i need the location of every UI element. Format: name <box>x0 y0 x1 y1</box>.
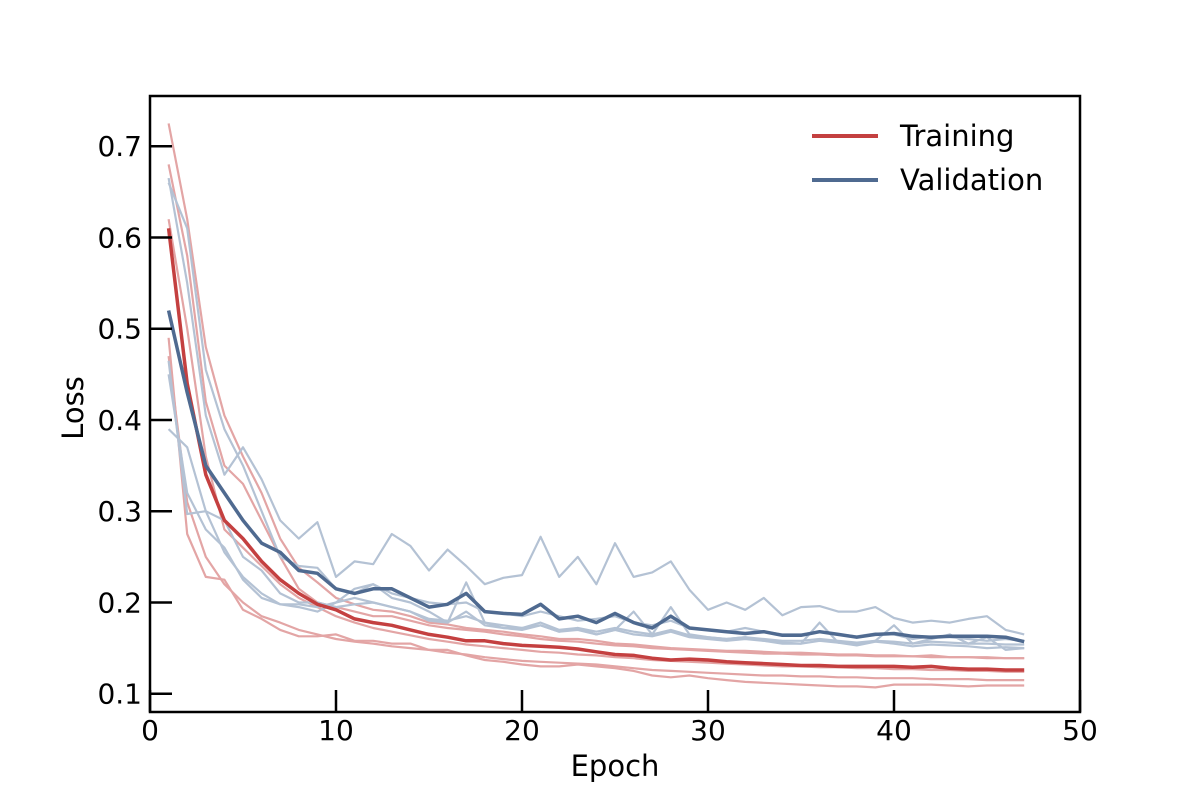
x-tick-label: 0 <box>141 714 159 747</box>
y-tick-label: 0.3 <box>97 495 142 528</box>
axis-ticks-layer: 0 10 20 30 40 50 0.1 0.2 0.3 0.4 0.5 0.6 0.7 <box>97 130 1097 747</box>
x-tick-label: 40 <box>876 714 912 747</box>
training-run-line-3 <box>167 355 1025 682</box>
training-mean-line <box>166 228 1025 672</box>
validation-mean-line <box>166 310 1025 644</box>
y-tick-label: 0.4 <box>97 404 142 437</box>
y-tick-label: 0.6 <box>97 221 142 254</box>
x-tick-label: 20 <box>504 714 540 747</box>
y-tick-label: 0.7 <box>97 130 142 163</box>
x-tick-label: 50 <box>1062 714 1098 747</box>
y-tick-label: 0.1 <box>97 678 142 711</box>
legend-label-validation: Validation <box>900 163 1043 197</box>
training-run-line-5 <box>167 164 1025 660</box>
training-run-line-4 <box>167 337 1025 689</box>
x-axis-label: Epoch <box>571 749 660 783</box>
mean-lines-layer <box>166 228 1025 672</box>
legend-label-training: Training <box>899 119 1014 153</box>
x-tick-label: 30 <box>690 714 726 747</box>
y-axis-label: Loss <box>56 376 90 440</box>
y-tick-label: 0.5 <box>97 313 142 346</box>
validation-run-line-1 <box>167 177 1025 636</box>
y-tick-label: 0.2 <box>97 586 142 619</box>
x-tick-label: 10 <box>318 714 354 747</box>
legend: Training Validation <box>812 119 1043 197</box>
plot-frame <box>148 94 1082 714</box>
validation-run-line-5 <box>167 374 1025 646</box>
training-run-line-2 <box>167 219 1025 673</box>
